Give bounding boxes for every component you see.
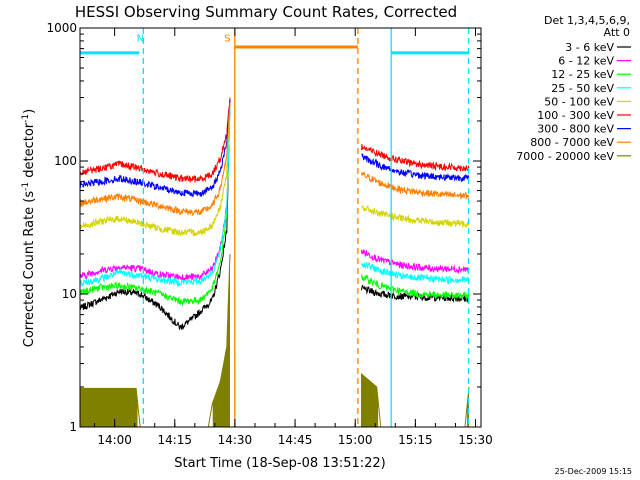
axes: 14:00 14:15 14:30 14:45 15:00 15:15 15:30 1 10 10… [46, 21, 492, 447]
x-tick-label: 14:45 [278, 433, 313, 447]
series-line [361, 261, 470, 285]
plot-area [80, 28, 481, 427]
y-label-end: ) [22, 109, 37, 114]
series-line [79, 106, 231, 288]
series-100-300-kev [79, 97, 470, 183]
series-line [79, 101, 231, 331]
series-line [79, 97, 231, 183]
series-line [79, 99, 231, 198]
plot-background [80, 28, 481, 427]
y-label-part: Corrected Count Rate (s [22, 191, 37, 348]
x-tick-label: 14:00 [97, 433, 132, 447]
legend-label: 6 - 12 keV [558, 55, 614, 68]
legend-label: 50 - 100 keV [544, 95, 614, 108]
series-line [79, 105, 231, 283]
x-tick-label: 15:30 [458, 433, 493, 447]
y-axis-label: Corrected Count Rate (s-1 detector-1) [21, 109, 37, 347]
y-tick-label: 10 [62, 287, 77, 301]
series-line [361, 274, 470, 300]
x-axis-label: Start Time (18-Sep-08 13:51:22) [174, 456, 385, 471]
series-line [79, 104, 231, 237]
series-line [79, 108, 231, 307]
series-300-800-kev [79, 99, 470, 198]
series-50-100-kev [79, 104, 470, 237]
series-line [79, 253, 231, 428]
chart-title: HESSI Observing Summary Count Rates, Cor… [75, 3, 457, 21]
y-label-sup2: -1 [21, 114, 31, 123]
legend-header-line2: Att 0 [604, 26, 630, 39]
legend-label: 300 - 800 keV [537, 123, 614, 136]
series-25-50-kev [79, 106, 470, 288]
series-line [361, 171, 469, 200]
legend-label: 7000 - 20000 keV [516, 150, 614, 163]
plot-frame [79, 27, 482, 428]
legend-label: 100 - 300 keV [537, 109, 614, 122]
series-line [361, 204, 470, 229]
series-6-12-kev [79, 105, 470, 283]
legend-header-line1: Det 1,3,4,5,6,9, [544, 14, 630, 27]
legend-header: Det 1,3,4,5,6,9, Att 0 [544, 14, 630, 39]
series-line [361, 144, 470, 172]
x-tick-label: 14:30 [218, 433, 253, 447]
series-3-6-kev [79, 101, 470, 331]
x-tick-label: 14:15 [157, 433, 192, 447]
x-tick-label: 15:15 [398, 433, 433, 447]
legend-label: 800 - 7000 keV [530, 136, 614, 149]
x-tick-label: 15:00 [338, 433, 373, 447]
series-line [79, 102, 231, 217]
series-800-7000-kev [79, 102, 469, 217]
series-line [361, 249, 470, 275]
footer-date: 25-Dec-2009 15:15 [555, 467, 632, 476]
y-tick-label: 1 [69, 420, 77, 434]
interval-annotation: S [224, 34, 230, 45]
legend-label: 12 - 25 keV [551, 68, 614, 81]
y-label-sup1: -1 [21, 182, 31, 191]
series-12-25-kev [79, 108, 470, 307]
legend-label: 3 - 6 keV [565, 41, 614, 54]
series-layer [79, 97, 470, 428]
y-label-mid: detector [22, 122, 37, 182]
y-tick-label: 100 [54, 154, 77, 168]
interval-annotation: N [137, 34, 144, 45]
y-tick-label: 1000 [46, 21, 77, 35]
series-line [361, 153, 470, 183]
legend-label: 25 - 50 keV [551, 82, 614, 95]
series-line [361, 284, 470, 303]
